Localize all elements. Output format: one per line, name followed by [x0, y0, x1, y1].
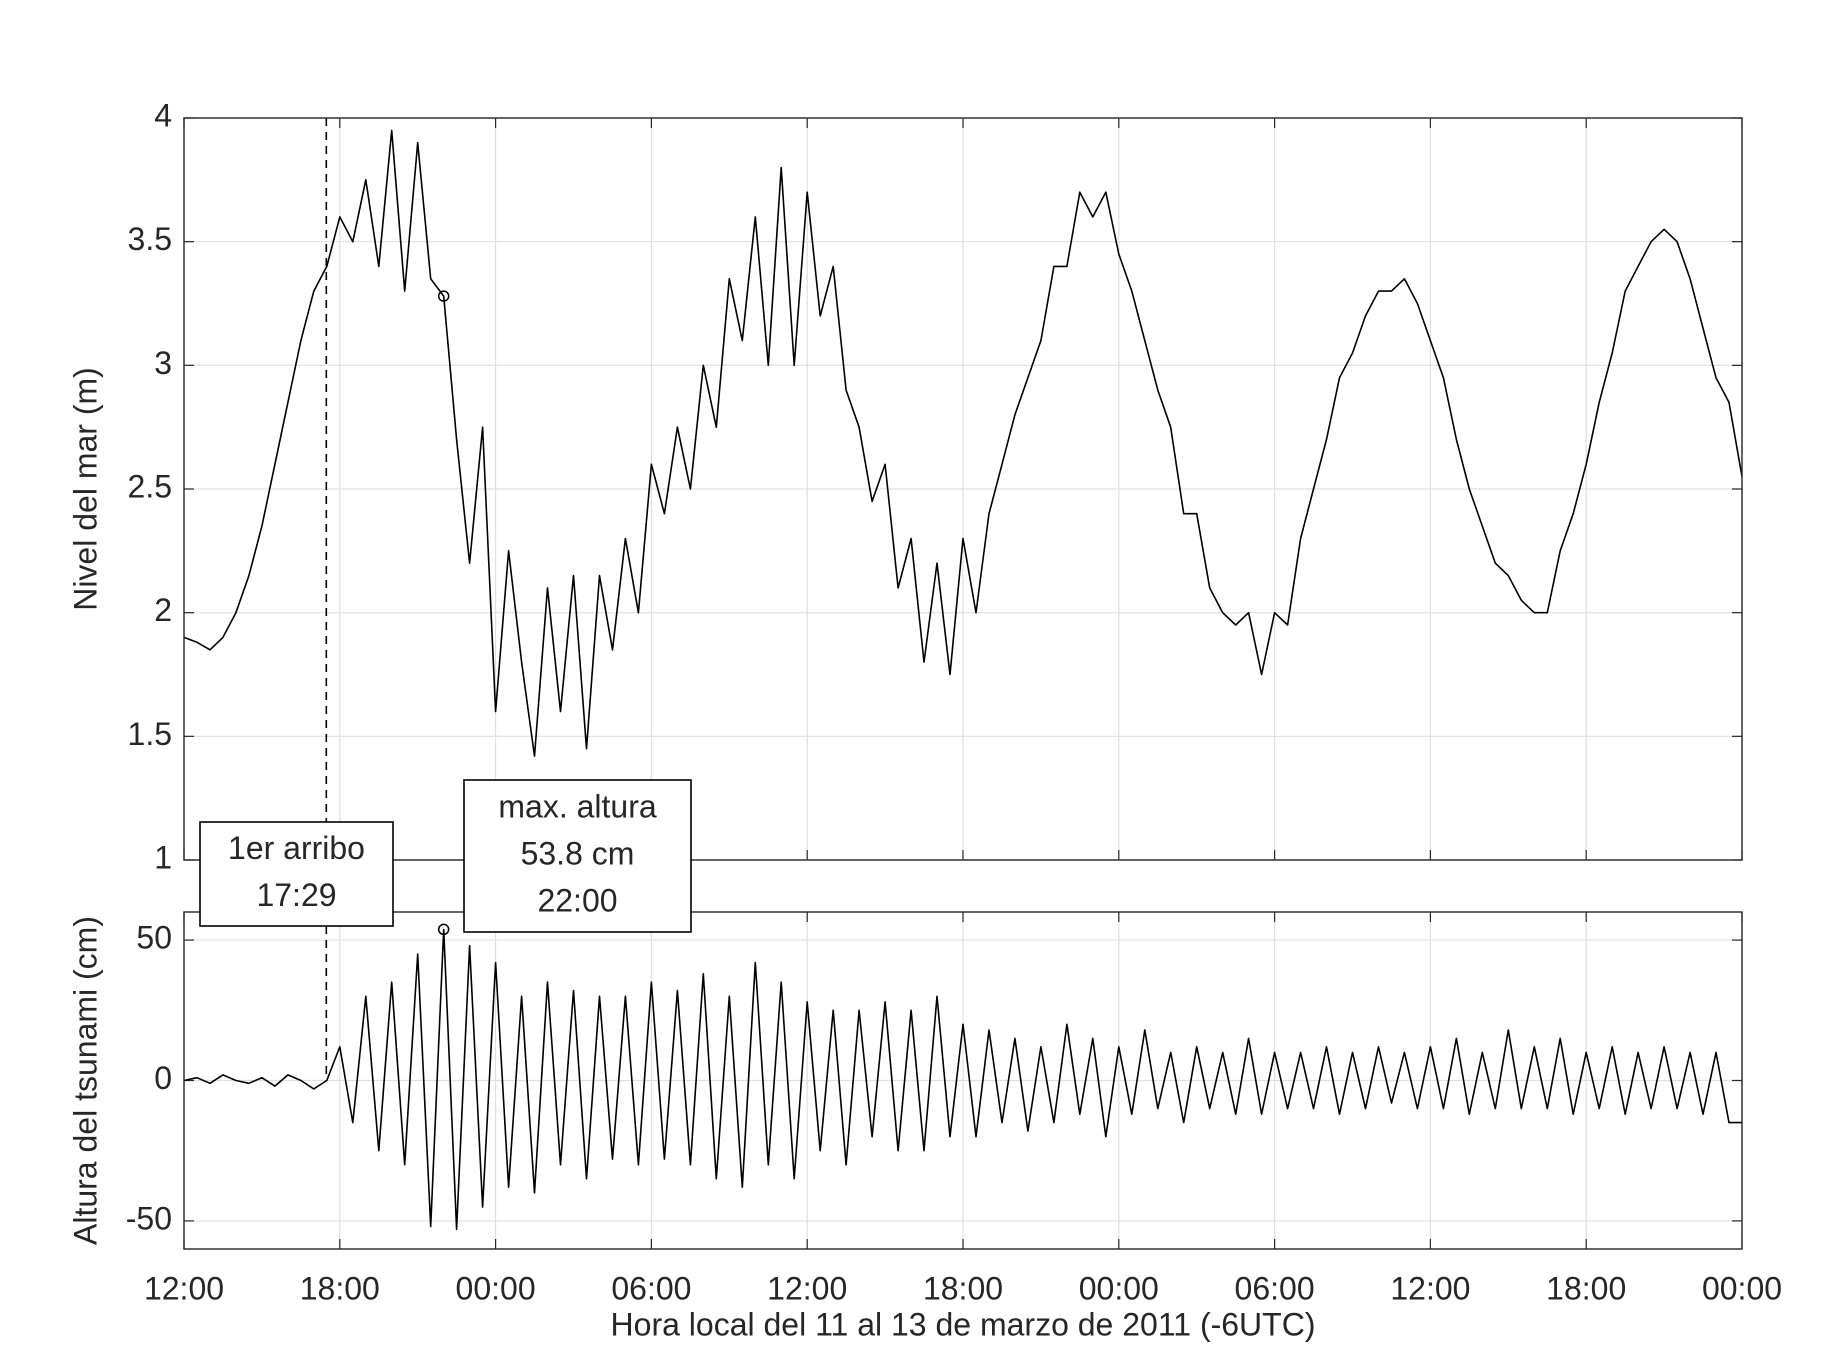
x-tick-label: 18:00: [1546, 1270, 1626, 1306]
data-line: [183, 129, 1743, 757]
annotation-box: [199, 821, 394, 927]
annotation-text: 53.8 cm: [521, 835, 635, 871]
x-tick-label: 12:00: [767, 1270, 847, 1306]
y-tick-label: 3.5: [128, 221, 172, 257]
y-tick-label: 4: [154, 97, 172, 133]
y-tick-label: -50: [126, 1200, 172, 1236]
x-tick-label: 12:00: [144, 1270, 224, 1306]
data-line: [183, 928, 1742, 1231]
max-marker: [437, 923, 450, 936]
y-tick-label: 3: [154, 345, 172, 381]
y-tick-label: 50: [136, 920, 172, 956]
x-tick-label: 06:00: [611, 1270, 691, 1306]
annotation-text: 22:00: [537, 882, 617, 918]
plot-frame: [183, 911, 1743, 1250]
x-tick-label: 00:00: [1079, 1270, 1159, 1306]
y-tick-label: 2: [154, 592, 172, 628]
x-axis-label: Hora local del 11 al 13 de marzo de 2011…: [611, 1306, 1316, 1342]
x-tick-label: 12:00: [1390, 1270, 1470, 1306]
x-tick-label: 06:00: [1235, 1270, 1315, 1306]
annotation-text: max. altura: [498, 788, 656, 824]
y-tick-label: 0: [154, 1060, 172, 1096]
y-axis-label: Nivel del mar (m): [67, 367, 103, 611]
y-tick-label: 1.5: [128, 716, 172, 752]
y-axis-label: Altura del tsunami (cm): [67, 916, 103, 1245]
annotation-text: 1er arribo: [228, 830, 365, 866]
plot-frame: [183, 117, 1743, 861]
y-tick-label: 2.5: [128, 468, 172, 504]
max-marker: [437, 290, 450, 302]
x-tick-label: 00:00: [456, 1270, 536, 1306]
x-tick-label: 18:00: [923, 1270, 1003, 1306]
y-tick-label: 1: [154, 839, 172, 875]
annotation-box: [463, 779, 692, 933]
x-tick-label: 18:00: [300, 1270, 380, 1306]
annotation-text: 17:29: [256, 877, 336, 913]
x-tick-label: 00:00: [1702, 1270, 1782, 1306]
